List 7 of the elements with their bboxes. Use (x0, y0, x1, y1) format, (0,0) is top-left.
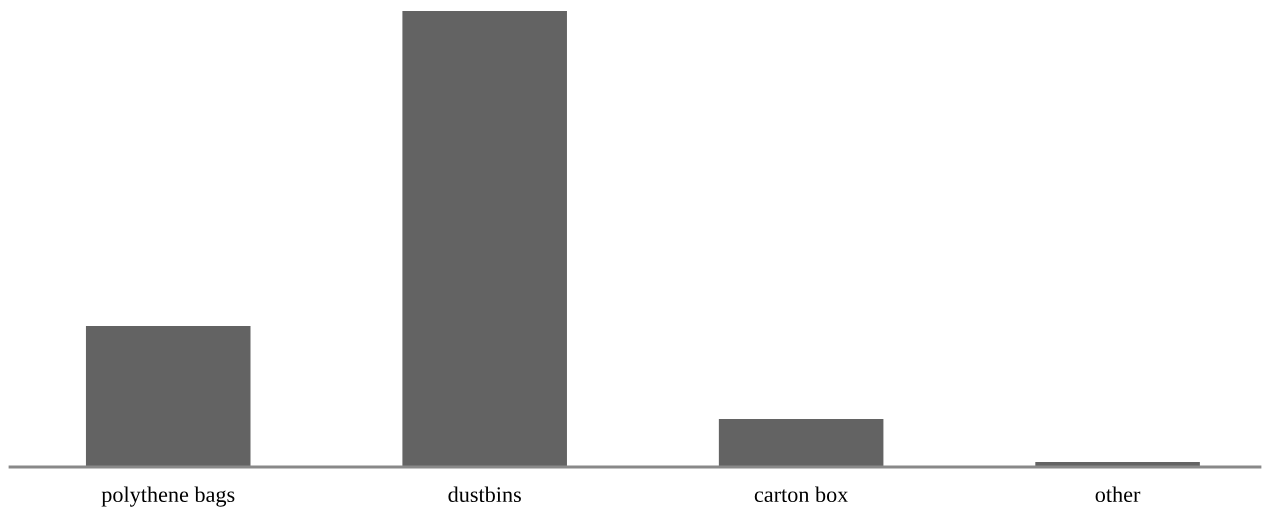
bar (402, 11, 567, 467)
bar (85, 326, 251, 467)
x-tick-label: polythene bags (101, 486, 235, 507)
x-tick-label: dustbins (448, 486, 521, 503)
x-tick-label: other (1095, 486, 1141, 503)
bar (718, 419, 884, 467)
x-tick-label: carton box (754, 486, 849, 503)
